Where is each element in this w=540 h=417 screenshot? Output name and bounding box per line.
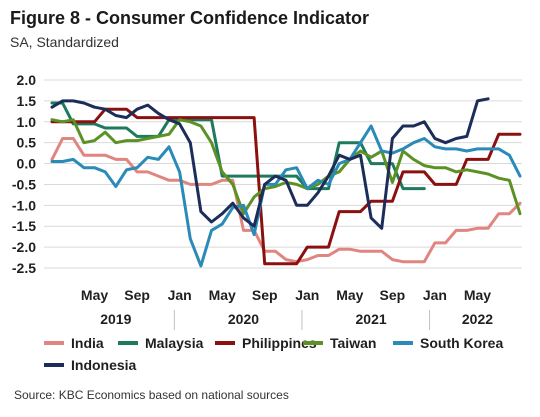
y-tick-label: -0.5 bbox=[12, 176, 36, 192]
legend-label-south-korea: South Korea bbox=[420, 335, 503, 351]
chart-title: Figure 8 - Consumer Confidence Indicator bbox=[10, 8, 370, 28]
series-line-philippines bbox=[50, 107, 522, 266]
y-tick-label: -1.0 bbox=[12, 197, 36, 213]
legend-label-indonesia: Indonesia bbox=[71, 357, 137, 373]
y-tick-label: -2.0 bbox=[12, 239, 36, 255]
x-tick-label: May bbox=[464, 287, 491, 303]
y-tick-label: 0.0 bbox=[17, 156, 37, 172]
chart-source: Source: KBC Economics based on national … bbox=[14, 388, 289, 402]
x-tick-label: Jan bbox=[423, 287, 447, 303]
series-line-indonesia bbox=[50, 97, 490, 230]
year-label: 2022 bbox=[462, 311, 493, 327]
year-label: 2020 bbox=[228, 311, 259, 327]
x-tick-label: Sep bbox=[380, 287, 406, 303]
legend-label-taiwan: Taiwan bbox=[330, 335, 376, 351]
x-tick-label: May bbox=[336, 287, 363, 303]
series-line-malaysia bbox=[50, 101, 426, 191]
legend-label-india: India bbox=[71, 335, 104, 351]
y-tick-label: 2.0 bbox=[17, 72, 37, 88]
year-label: 2021 bbox=[356, 311, 387, 327]
x-tick-label: Jan bbox=[168, 287, 192, 303]
x-tick-label: Sep bbox=[124, 287, 150, 303]
series-line-taiwan bbox=[50, 118, 522, 216]
x-tick-label: Jan bbox=[295, 287, 319, 303]
x-tick-label: May bbox=[81, 287, 108, 303]
series-line-south-korea bbox=[50, 124, 522, 268]
y-tick-label: 1.0 bbox=[17, 114, 37, 130]
legend-label-malaysia: Malaysia bbox=[145, 335, 204, 351]
x-tick-label: May bbox=[209, 287, 236, 303]
y-tick-label: -1.5 bbox=[12, 218, 36, 234]
chart-subtitle: SA, Standardized bbox=[10, 34, 119, 50]
series-line-india bbox=[50, 137, 522, 264]
y-tick-label: -2.5 bbox=[12, 260, 36, 276]
y-tick-label: 0.5 bbox=[17, 135, 37, 151]
legend-label-philippines: Philippines bbox=[242, 335, 317, 351]
y-tick-label: 1.5 bbox=[17, 93, 37, 109]
year-label: 2019 bbox=[100, 311, 131, 327]
x-tick-label: Sep bbox=[252, 287, 278, 303]
